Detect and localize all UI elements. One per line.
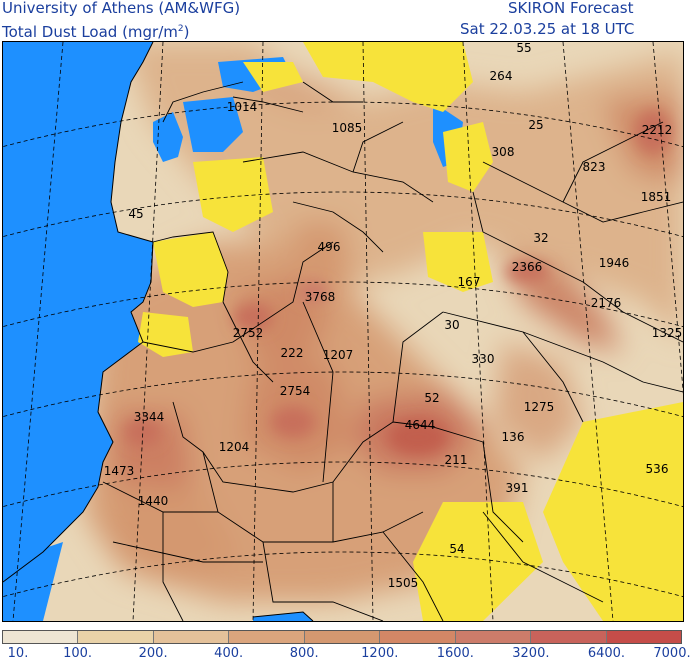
colorbar	[2, 630, 682, 644]
dust-value-label: 1085	[331, 121, 363, 135]
colorbar-tick-label: 7000.	[653, 646, 691, 661]
dust-value-label: 1325	[651, 326, 683, 340]
dust-value-label: 1851	[640, 190, 672, 204]
dust-value-label: 45	[128, 207, 144, 221]
north-sea-area	[183, 97, 243, 152]
dust-value-label: 536	[645, 462, 669, 476]
colorbar-segment	[606, 631, 681, 643]
dust-value-label: 330	[471, 352, 495, 366]
header-variable-exponent: 2	[177, 24, 184, 34]
dust-value-label: 264	[489, 69, 513, 83]
dust-value-label: 496	[317, 240, 341, 254]
header-source-text: University of Athens (AM&WFG)	[2, 0, 241, 17]
atlantic-ocean	[3, 42, 153, 582]
dust-value-label: 2752	[232, 326, 264, 340]
dust-value-label: 4644	[404, 418, 436, 432]
dust-value-label: 1275	[523, 400, 555, 414]
dust-value-label: 3344	[133, 410, 165, 424]
colorbar-segment	[304, 631, 381, 643]
dust-value-label: 54	[449, 542, 465, 556]
dust-value-label: 222	[280, 346, 304, 360]
colorbar-tick-label: 10.	[7, 646, 29, 661]
colorbar-tick-label: 6400.	[587, 646, 626, 661]
clean-air-regions	[138, 42, 683, 621]
dust-value-label: 1014	[226, 100, 258, 114]
dust-value-label: 1207	[322, 348, 354, 362]
dust-value-label: 1204	[218, 440, 250, 454]
header-forecast-text: SKIRON Forecast	[508, 0, 634, 17]
colorbar-tick-label: 400.	[214, 646, 244, 661]
header-variable: Total Dust Load (mgr/m2)	[2, 21, 190, 40]
dust-value-label: 3768	[304, 290, 336, 304]
header-forecast: SKIRON Forecast	[508, 0, 633, 16]
header-variable-close: )	[183, 23, 190, 41]
dust-value-label: 25	[528, 118, 544, 132]
colorbar-tick-label: 3200.	[512, 646, 550, 661]
dust-load-map: 55 264 1014 1085 25 2212 308 823 1851 45 496 32 1946…	[2, 41, 684, 622]
country-borders	[102, 81, 683, 621]
british-isles-sea	[153, 112, 183, 162]
colorbar-tick-label: 200.	[138, 646, 168, 661]
colorbar-segment	[380, 631, 456, 643]
dust-value-label: 211	[444, 453, 468, 467]
header-variable-text: Total Dust Load (mgr/m	[2, 23, 178, 41]
dust-value-label: 2212	[641, 123, 673, 137]
colorbar-segment	[229, 631, 305, 643]
header-source: University of Athens (AM&WFG)	[2, 0, 240, 16]
colorbar-tick-label: 100.	[63, 646, 93, 661]
dust-value-label: 308	[491, 145, 515, 159]
dust-value-label: 32	[533, 231, 549, 245]
colorbar-segment	[531, 631, 607, 643]
colorbar-tick-label: 800.	[289, 646, 319, 661]
dust-value-label: 1946	[598, 256, 630, 270]
dust-value-label: 391	[505, 481, 529, 495]
colorbar-tick-label: 1200.	[361, 646, 399, 661]
colorbar-segment	[153, 631, 230, 643]
coastlines	[3, 42, 314, 621]
header-datetime-text: Sat 22.03.25 at 18 UTC	[460, 20, 635, 38]
dust-value-label: 55	[516, 41, 532, 55]
map-canvas	[3, 42, 683, 621]
colorbar-ticks: 10. 100. 200. 400. 800. 1200. 1600. 3200. 6400. 7…	[0, 646, 700, 662]
dust-value-label: 1473	[103, 464, 135, 478]
dust-value-label: 2176	[590, 296, 622, 310]
dust-value-label: 136	[501, 430, 525, 444]
colorbar-segment	[455, 631, 532, 643]
gulf-of-guinea	[253, 612, 313, 621]
dust-value-label: 823	[582, 160, 606, 174]
dust-value-label: 1505	[387, 576, 419, 590]
colorbar-tick-label: 1600.	[436, 646, 474, 661]
dust-value-label: 2754	[279, 384, 311, 398]
dust-value-label: 30	[444, 318, 460, 332]
colorbar-segment	[3, 631, 79, 643]
header-datetime: Sat 22.03.25 at 18 UTC	[460, 21, 634, 37]
dust-value-label: 2366	[511, 260, 543, 274]
dust-value-label: 1440	[137, 494, 169, 508]
dust-value-label: 167	[457, 275, 481, 289]
colorbar-segment	[78, 631, 154, 643]
dust-value-label: 52	[424, 391, 440, 405]
